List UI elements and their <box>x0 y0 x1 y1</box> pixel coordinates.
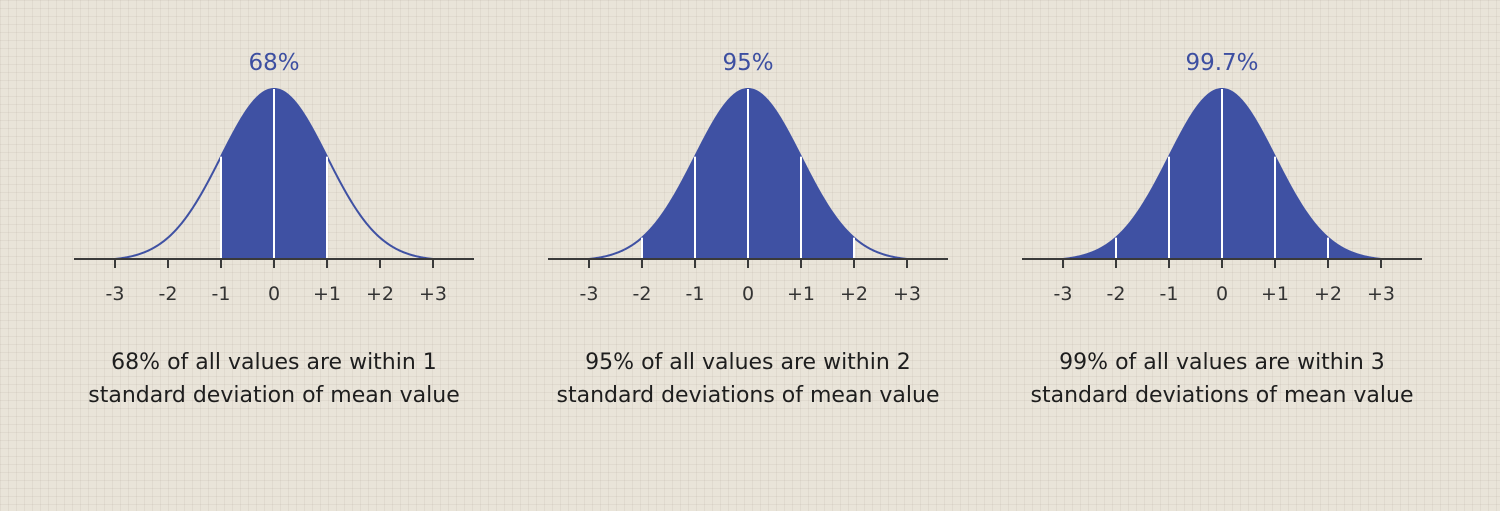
caption-line-2: standard deviation of mean value <box>88 383 460 408</box>
caption-line-2: standard deviations of mean value <box>1031 383 1414 408</box>
x-tick-label: -1 <box>1160 283 1179 305</box>
x-tick-label: 0 <box>742 283 754 305</box>
x-tick-label: -2 <box>159 283 178 305</box>
x-tick-label: -3 <box>580 283 599 305</box>
x-tick-label: +3 <box>893 283 921 305</box>
x-tick-label: +3 <box>419 283 447 305</box>
x-tick-label: +2 <box>840 283 868 305</box>
x-tick-label: 0 <box>1216 283 1228 305</box>
x-tick-label: -3 <box>1054 283 1073 305</box>
x-tick-label: +2 <box>366 283 394 305</box>
x-tick-label: -1 <box>212 283 231 305</box>
percent-label: 99.7% <box>1185 50 1258 76</box>
percent-label: 68% <box>248 50 299 76</box>
x-tick-label: -1 <box>686 283 705 305</box>
x-tick-label: +1 <box>1261 283 1289 305</box>
caption-line-1: 95% of all values are within 2 <box>585 350 911 375</box>
x-tick-label: +1 <box>787 283 815 305</box>
x-tick-label: +1 <box>313 283 341 305</box>
x-tick-label: 0 <box>268 283 280 305</box>
chart-panel-2: -3 -2 -1 0 +1 +2 +3 95% 95% of all values are wi… <box>548 50 948 408</box>
x-tick-label: -3 <box>106 283 125 305</box>
caption-line-1: 68% of all values are within 1 <box>111 350 437 375</box>
chart-panel-3: -3 -2 -1 0 +1 +2 +3 99.7% 99% of all values are … <box>1022 50 1422 408</box>
caption-line-2: standard deviations of mean value <box>557 383 940 408</box>
x-tick-label: -2 <box>633 283 652 305</box>
chart-panel-1: -3 -2 -1 0 +1 +2 +3 68% 68% of all values are wi… <box>74 50 474 408</box>
x-tick-label: -2 <box>1107 283 1126 305</box>
x-tick-label: +2 <box>1314 283 1342 305</box>
percent-label: 95% <box>722 50 773 76</box>
caption-line-1: 99% of all values are within 3 <box>1059 350 1385 375</box>
x-tick-label: +3 <box>1367 283 1395 305</box>
